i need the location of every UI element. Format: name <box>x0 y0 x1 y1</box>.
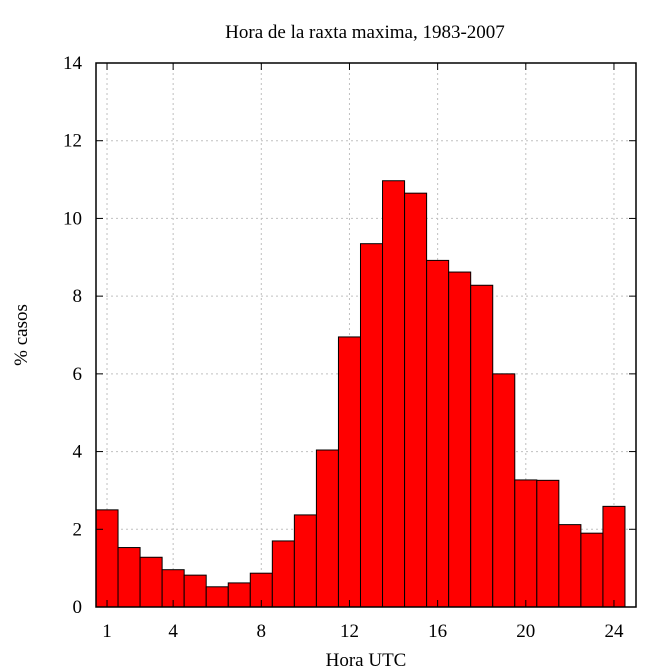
x-axis-label: Hora UTC <box>326 650 407 671</box>
bar-hour-24 <box>602 505 626 608</box>
y-tick-label: 0 <box>73 597 83 618</box>
x-tick-label: 12 <box>340 621 359 642</box>
plot-frame <box>95 62 637 608</box>
bar-hour-19 <box>492 373 516 608</box>
bar-hour-10 <box>293 514 317 608</box>
bar-hour-6 <box>205 586 229 608</box>
bar-hour-14 <box>382 180 406 608</box>
bar-hour-18 <box>470 284 494 608</box>
bar-hour-17 <box>448 271 472 608</box>
grid-lines <box>96 63 636 607</box>
bar-hour-16 <box>426 259 450 608</box>
bar-hour-5 <box>183 574 207 608</box>
y-tick-label: 8 <box>73 286 83 307</box>
x-tick-label: 1 <box>102 621 112 642</box>
x-tick-label: 20 <box>516 621 535 642</box>
x-tick-label: 16 <box>428 621 447 642</box>
bar-hour-7 <box>227 582 251 608</box>
y-axis-tick-labels: 0 2 4 6 8 10 12 14 <box>63 53 83 618</box>
chart-title: Hora de la raxta maxima, 1983-2007 <box>225 22 505 43</box>
bar-hour-1 <box>95 509 119 608</box>
bar-hour-20 <box>514 479 538 608</box>
y-tick-label: 4 <box>73 442 83 463</box>
x-axis-tick-labels: 1 4 8 12 16 20 24 <box>102 621 624 642</box>
bar-hour-23 <box>580 532 604 608</box>
y-tick-label: 10 <box>63 208 82 229</box>
bar-hour-21 <box>536 479 560 608</box>
bars <box>95 180 626 608</box>
y-tick-label: 6 <box>73 364 83 385</box>
x-tick-label: 4 <box>168 621 178 642</box>
bar-hour-9 <box>271 540 295 608</box>
bar-hour-15 <box>404 192 428 608</box>
bar-hour-3 <box>139 556 163 608</box>
bar-hour-2 <box>117 547 141 608</box>
y-tick-label: 14 <box>63 53 83 74</box>
x-tick-label: 8 <box>257 621 267 642</box>
bar-hour-11 <box>315 449 339 608</box>
bar-hour-22 <box>558 524 582 608</box>
y-tick-label: 2 <box>73 519 83 540</box>
axis-ticks <box>96 62 636 608</box>
bar-hour-13 <box>359 243 384 608</box>
y-tick-label: 12 <box>63 131 82 152</box>
y-axis-label: % casos <box>11 304 32 366</box>
bar-hour-12 <box>337 336 361 608</box>
x-tick-label: 24 <box>604 621 624 642</box>
